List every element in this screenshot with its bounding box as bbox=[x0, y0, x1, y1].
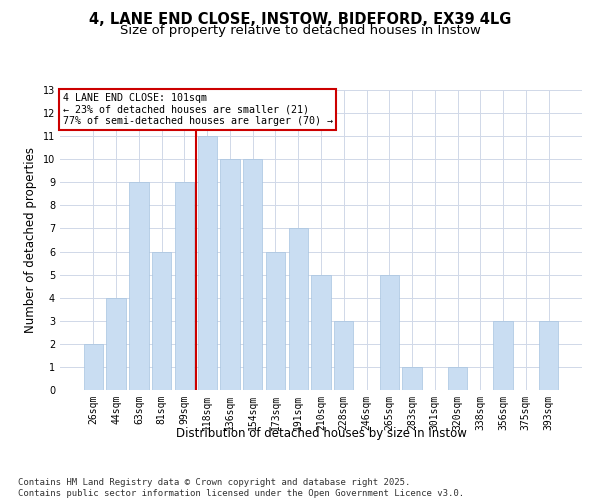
Bar bbox=[266, 252, 285, 390]
Bar bbox=[243, 159, 262, 390]
Bar bbox=[106, 298, 126, 390]
Bar bbox=[197, 136, 217, 390]
Bar bbox=[129, 182, 149, 390]
Bar bbox=[84, 344, 103, 390]
Bar bbox=[220, 159, 239, 390]
Bar bbox=[539, 321, 558, 390]
Bar bbox=[493, 321, 513, 390]
Text: Contains HM Land Registry data © Crown copyright and database right 2025.
Contai: Contains HM Land Registry data © Crown c… bbox=[18, 478, 464, 498]
Bar bbox=[311, 274, 331, 390]
Y-axis label: Number of detached properties: Number of detached properties bbox=[24, 147, 37, 333]
Text: Distribution of detached houses by size in Instow: Distribution of detached houses by size … bbox=[176, 428, 466, 440]
Bar bbox=[175, 182, 194, 390]
Bar bbox=[334, 321, 353, 390]
Bar bbox=[152, 252, 172, 390]
Bar bbox=[289, 228, 308, 390]
Bar bbox=[380, 274, 399, 390]
Bar bbox=[448, 367, 467, 390]
Bar bbox=[403, 367, 422, 390]
Text: 4 LANE END CLOSE: 101sqm
← 23% of detached houses are smaller (21)
77% of semi-d: 4 LANE END CLOSE: 101sqm ← 23% of detach… bbox=[62, 93, 332, 126]
Text: Size of property relative to detached houses in Instow: Size of property relative to detached ho… bbox=[119, 24, 481, 37]
Text: 4, LANE END CLOSE, INSTOW, BIDEFORD, EX39 4LG: 4, LANE END CLOSE, INSTOW, BIDEFORD, EX3… bbox=[89, 12, 511, 28]
